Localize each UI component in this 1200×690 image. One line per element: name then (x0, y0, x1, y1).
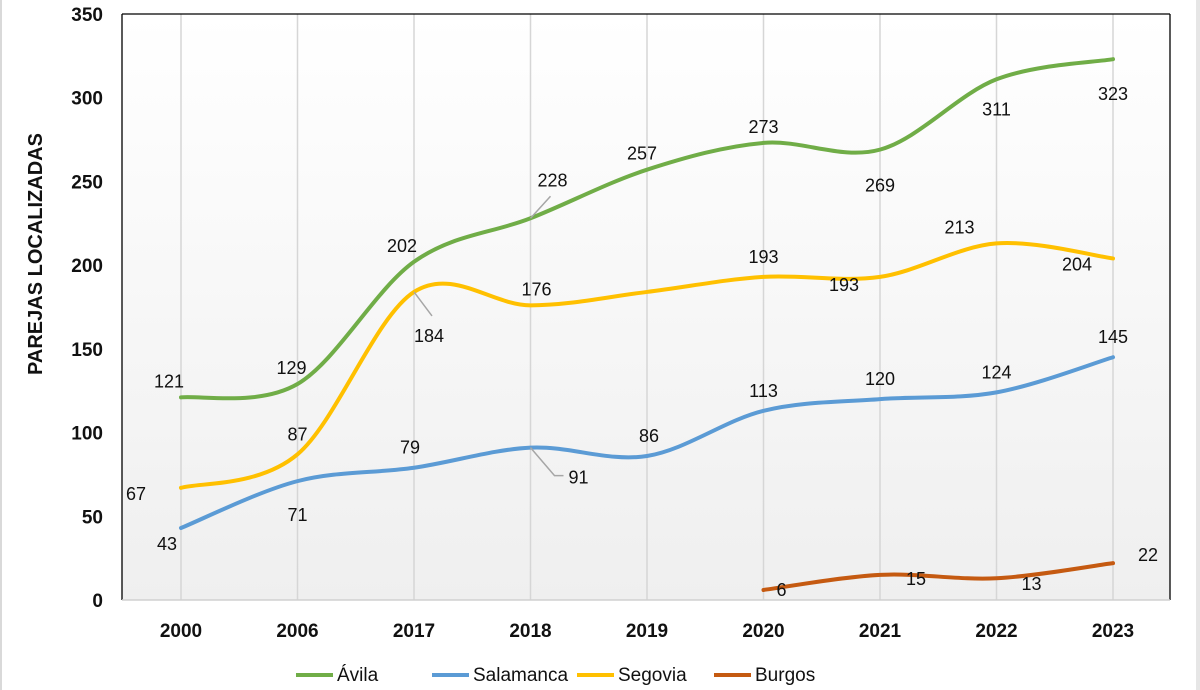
data-label-ávila: 273 (748, 117, 778, 137)
data-label-segovia: 193 (829, 275, 859, 295)
x-tick-label: 2021 (859, 621, 902, 642)
plot-area (122, 14, 1170, 600)
data-label-salamanca: 113 (749, 381, 778, 401)
data-label-burgos: 15 (906, 569, 926, 589)
x-tick-label: 2023 (1092, 621, 1134, 642)
axes (121, 13, 1171, 601)
data-label-ávila: 257 (627, 144, 657, 164)
data-label-burgos: 13 (1021, 574, 1041, 594)
y-tick-label: 250 (71, 172, 103, 193)
x-tick-label: 2006 (276, 621, 318, 642)
series-lines (179, 57, 1115, 592)
legend-label: Ávila (337, 665, 379, 686)
data-label-ávila: 228 (537, 170, 567, 190)
legend-label: Segovia (618, 665, 687, 686)
data-label-segovia: 204 (1062, 254, 1092, 274)
data-label-salamanca: 86 (639, 426, 659, 446)
data-label-ávila: 311 (982, 99, 1011, 119)
data-label-salamanca: 145 (1098, 327, 1128, 347)
x-tick-label: 2022 (975, 621, 1017, 642)
legend-item-salamanca: Salamanca (432, 665, 568, 686)
x-tick-label: 2019 (626, 621, 668, 642)
label-leader-lines (413, 195, 564, 477)
data-label-ávila: 323 (1098, 84, 1128, 104)
legend-item-ávila: Ávila (296, 665, 379, 686)
legend: Ávila Salamanca Segovia Burgos (296, 665, 815, 686)
data-label-salamanca: 43 (157, 534, 177, 554)
leader-line (413, 291, 433, 317)
x-axis-ticks: 2000 2006 2017 2018 2019 2020 2021 2022 2023 (160, 621, 1134, 642)
series-line-burgos (761, 561, 1115, 592)
data-labels: 121 129 202 228 257 273 269 311 323 43 71 79 91 86 113… (126, 84, 1158, 600)
data-label-segovia: 193 (748, 247, 778, 267)
data-label-burgos: 6 (776, 580, 786, 600)
x-tick-label: 2020 (742, 621, 784, 642)
y-tick-label: 50 (82, 507, 103, 528)
left-border (0, 0, 2, 690)
right-border (1196, 0, 1200, 690)
data-label-salamanca: 124 (981, 362, 1011, 382)
x-tick-label: 2018 (509, 621, 551, 642)
data-label-segovia: 87 (287, 424, 307, 444)
legend-item-burgos: Burgos (714, 665, 815, 686)
series-line-segovia (179, 240, 1115, 490)
data-label-segovia: 213 (944, 217, 974, 237)
data-label-salamanca: 91 (568, 468, 588, 488)
data-label-salamanca: 120 (865, 369, 895, 389)
y-tick-label: 150 (71, 340, 103, 361)
data-label-salamanca: 79 (400, 438, 420, 458)
legend-label: Burgos (755, 665, 815, 686)
series-line-ávila (179, 57, 1115, 401)
data-label-ávila: 121 (154, 371, 184, 391)
series-line-salamanca (179, 355, 1115, 531)
y-tick-label: 300 (71, 89, 103, 110)
y-axis-label: PAREJAS LOCALIZADAS (25, 133, 47, 375)
data-label-ávila: 269 (865, 176, 895, 196)
y-tick-label: 350 (71, 5, 103, 26)
legend-item-segovia: Segovia (577, 665, 687, 686)
data-label-ávila: 202 (387, 236, 417, 256)
data-label-segovia: 184 (414, 326, 444, 346)
leader-line (529, 447, 564, 477)
data-label-salamanca: 71 (287, 505, 307, 525)
x-tick-label: 2017 (393, 621, 435, 642)
data-label-ávila: 129 (276, 358, 306, 378)
leader-line (529, 195, 552, 219)
y-tick-label: 0 (92, 591, 103, 612)
y-tick-label: 100 (71, 424, 103, 445)
y-axis-ticks: 0 50 100 150 200 250 300 350 (71, 5, 103, 612)
data-label-segovia: 176 (521, 279, 551, 299)
x-tick-label: 2000 (160, 621, 202, 642)
legend-label: Salamanca (473, 665, 568, 686)
y-tick-label: 200 (71, 256, 103, 277)
data-label-burgos: 22 (1138, 545, 1158, 565)
data-label-segovia: 67 (126, 484, 146, 504)
